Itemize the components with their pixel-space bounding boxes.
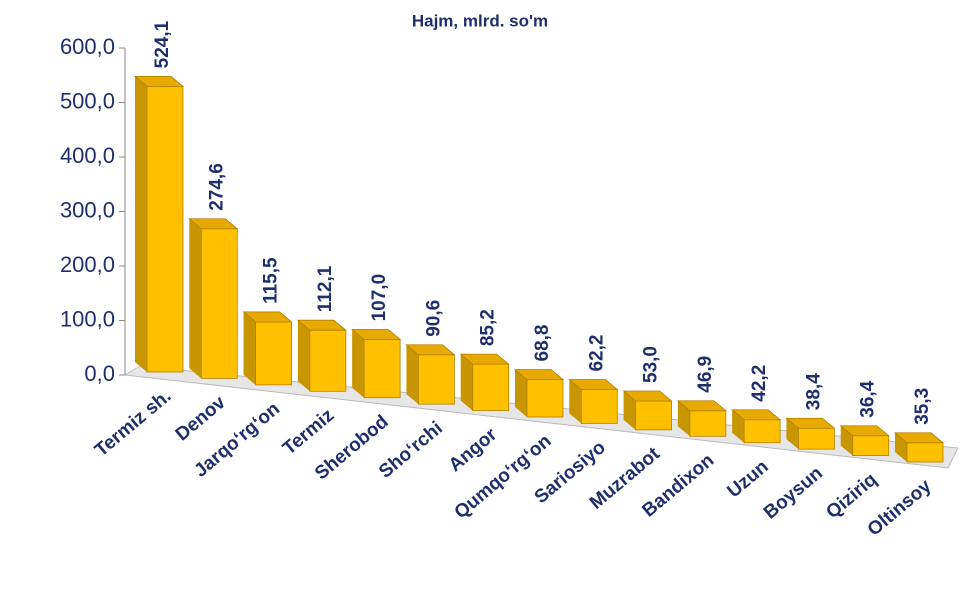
bar	[459, 353, 510, 411]
x-tick-label: Angor	[445, 424, 502, 476]
x-tick-label: Termiz	[279, 405, 338, 460]
data-label: 53,0	[641, 346, 662, 383]
bar	[731, 409, 782, 444]
bar-front	[146, 85, 184, 373]
bar-top	[676, 400, 727, 412]
bar-side	[569, 379, 582, 424]
data-label: 62,2	[586, 335, 607, 372]
bar	[296, 319, 347, 392]
bar-top	[351, 328, 402, 340]
bar-front	[689, 410, 727, 437]
bar-top	[893, 432, 945, 444]
bar-top	[188, 218, 239, 230]
bar-side	[406, 344, 419, 405]
bar	[785, 417, 836, 450]
data-label: 35,3	[912, 388, 933, 425]
bar-top	[405, 344, 456, 356]
bar-top	[622, 390, 673, 402]
data-label: 115,5	[261, 257, 282, 304]
bar	[568, 379, 619, 424]
bar-side	[243, 311, 256, 385]
bar-side	[732, 409, 745, 443]
data-label: 38,4	[803, 373, 824, 410]
x-tick-label: Qiziriq	[822, 469, 881, 523]
bar-side	[515, 369, 527, 417]
bar	[133, 75, 185, 373]
data-label: 90,6	[423, 300, 444, 337]
bar-front	[472, 363, 510, 411]
bar-top	[731, 409, 782, 421]
bar-side	[677, 400, 690, 437]
chart-title: Hajm, mlrd. so'm	[412, 11, 548, 30]
y-tick-label: 100,0	[60, 306, 115, 331]
y-tick-label: 500,0	[60, 88, 115, 113]
bar-front	[526, 379, 564, 418]
bar-top	[513, 369, 565, 380]
bar	[893, 432, 945, 463]
bar-side	[135, 76, 147, 372]
bar-front	[200, 228, 238, 379]
bar-side	[840, 425, 853, 456]
data-label: 68,8	[532, 325, 553, 362]
y-tick-label: 200,0	[60, 252, 115, 277]
y-tick-label: 600,0	[60, 34, 115, 59]
bar	[676, 400, 727, 437]
bar-top	[839, 425, 890, 437]
bar-front	[255, 321, 292, 386]
y-tick-label: 0,0	[84, 361, 115, 386]
data-label: 46,9	[695, 356, 716, 393]
data-label: 112,1	[315, 265, 336, 312]
bar-side	[189, 218, 202, 379]
bar	[242, 311, 293, 386]
bar-front	[743, 419, 781, 444]
bar-front	[580, 389, 618, 424]
bar-top	[296, 319, 347, 331]
bar-front	[852, 435, 890, 456]
bar	[405, 344, 456, 405]
bar-side	[623, 390, 636, 430]
data-label: 107,0	[369, 274, 390, 322]
bar-front	[798, 427, 835, 450]
bar	[188, 218, 239, 379]
bar-side	[895, 432, 907, 462]
bar-top	[568, 379, 619, 390]
bar-front	[309, 329, 347, 392]
y-tick-label: 300,0	[60, 197, 115, 222]
bar-top	[133, 75, 185, 87]
bar	[839, 425, 890, 456]
bar-side	[297, 320, 310, 392]
bar-side	[352, 329, 365, 398]
bar-front	[906, 442, 944, 463]
data-label: 524,1	[152, 20, 173, 68]
data-label: 36,4	[858, 380, 879, 417]
x-tick-label: Uzun	[724, 456, 773, 502]
data-label: 274,6	[206, 163, 227, 211]
bar	[513, 369, 565, 418]
bar-side	[460, 354, 473, 411]
x-tick-label: Denov	[172, 392, 230, 446]
bar	[622, 390, 673, 431]
x-tick-label: Termiz sh.	[91, 386, 175, 462]
bar-front	[363, 338, 401, 399]
bar-top	[459, 353, 510, 365]
y-tick-label: 400,0	[60, 143, 115, 168]
bar	[351, 328, 402, 399]
data-label: 42,2	[749, 365, 770, 402]
bar-front	[635, 400, 672, 431]
bar-top	[242, 311, 293, 323]
bar-top	[785, 417, 836, 429]
data-label: 85,2	[478, 309, 499, 346]
bar-front	[418, 354, 455, 405]
